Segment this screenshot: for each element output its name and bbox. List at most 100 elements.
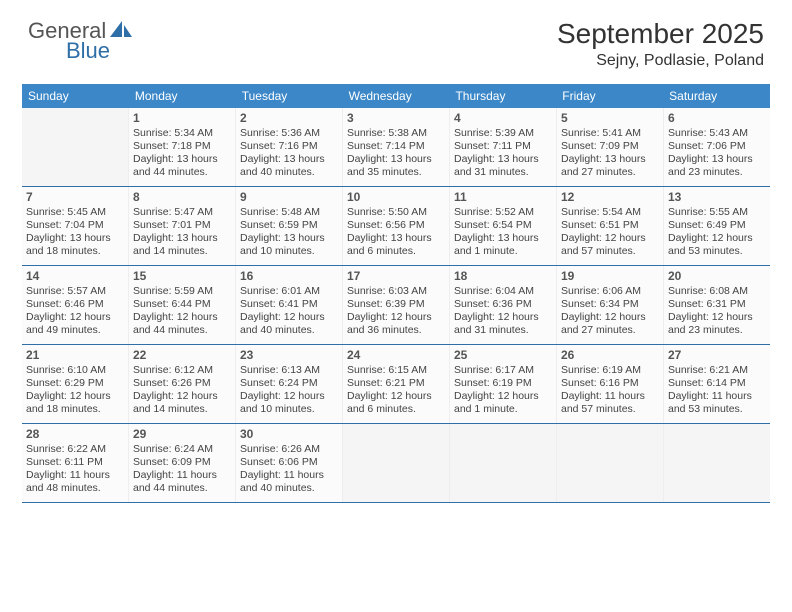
calendar-week-row: 1Sunrise: 5:34 AMSunset: 7:18 PMDaylight… — [22, 108, 770, 187]
daylight-line: Daylight: 12 hours and 36 minutes. — [347, 311, 445, 337]
day-number: 24 — [347, 348, 445, 362]
calendar-day-cell: 10Sunrise: 5:50 AMSunset: 6:56 PMDayligh… — [343, 187, 450, 265]
weekday-header: Friday — [556, 84, 663, 108]
daylight-line: Daylight: 13 hours and 14 minutes. — [133, 232, 231, 258]
sunset-line: Sunset: 6:14 PM — [668, 377, 766, 390]
day-number: 2 — [240, 111, 338, 125]
calendar-day-cell: 21Sunrise: 6:10 AMSunset: 6:29 PMDayligh… — [22, 345, 129, 423]
calendar-day-cell: 5 Sunrise: 5:41 AMSunset: 7:09 PMDaylight… — [557, 108, 664, 186]
sunset-line: Sunset: 6:16 PM — [561, 377, 659, 390]
daylight-line: Daylight: 12 hours and 14 minutes. — [133, 390, 231, 416]
sunrise-line: Sunrise: 5:39 AM — [454, 127, 552, 140]
day-number: 12 — [561, 190, 659, 204]
calendar-day-cell: 13Sunrise: 5:55 AMSunset: 6:49 PMDayligh… — [664, 187, 770, 265]
location-text: Sejny, Podlasie, Poland — [557, 52, 764, 70]
daylight-line: Daylight: 13 hours and 1 minute. — [454, 232, 552, 258]
day-number: 20 — [668, 269, 766, 283]
day-number: 26 — [561, 348, 659, 362]
day-number: 9 — [240, 190, 338, 204]
day-number: 5 — [561, 111, 659, 125]
sunset-line: Sunset: 7:06 PM — [668, 140, 766, 153]
sunrise-line: Sunrise: 6:26 AM — [240, 443, 338, 456]
daylight-line: Daylight: 12 hours and 18 minutes. — [26, 390, 124, 416]
sunset-line: Sunset: 6:51 PM — [561, 219, 659, 232]
daylight-line: Daylight: 13 hours and 27 minutes. — [561, 153, 659, 179]
day-number: 4 — [454, 111, 552, 125]
calendar-day-cell: 9Sunrise: 5:48 AMSunset: 6:59 PMDaylight… — [236, 187, 343, 265]
sunset-line: Sunset: 7:09 PM — [561, 140, 659, 153]
calendar-day-cell: 8Sunrise: 5:47 AMSunset: 7:01 PMDaylight… — [129, 187, 236, 265]
sunset-line: Sunset: 7:18 PM — [133, 140, 231, 153]
calendar-day-cell: 16Sunrise: 6:01 AMSunset: 6:41 PMDayligh… — [236, 266, 343, 344]
sunrise-line: Sunrise: 5:57 AM — [26, 285, 124, 298]
sunrise-line: Sunrise: 6:24 AM — [133, 443, 231, 456]
day-number: 19 — [561, 269, 659, 283]
daylight-line: Daylight: 13 hours and 31 minutes. — [454, 153, 552, 179]
sunrise-line: Sunrise: 5:48 AM — [240, 206, 338, 219]
day-number: 15 — [133, 269, 231, 283]
sunset-line: Sunset: 6:34 PM — [561, 298, 659, 311]
sunset-line: Sunset: 7:01 PM — [133, 219, 231, 232]
sunrise-line: Sunrise: 5:52 AM — [454, 206, 552, 219]
calendar-day-cell: 1Sunrise: 5:34 AMSunset: 7:18 PMDaylight… — [129, 108, 236, 186]
daylight-line: Daylight: 12 hours and 23 minutes. — [668, 311, 766, 337]
calendar-day-cell: 22Sunrise: 6:12 AMSunset: 6:26 PMDayligh… — [129, 345, 236, 423]
calendar-day-cell: 24Sunrise: 6:15 AMSunset: 6:21 PMDayligh… — [343, 345, 450, 423]
daylight-line: Daylight: 13 hours and 6 minutes. — [347, 232, 445, 258]
sunrise-line: Sunrise: 5:59 AM — [133, 285, 231, 298]
calendar-day-cell: 26Sunrise: 6:19 AMSunset: 6:16 PMDayligh… — [557, 345, 664, 423]
daylight-line: Daylight: 11 hours and 53 minutes. — [668, 390, 766, 416]
daylight-line: Daylight: 13 hours and 35 minutes. — [347, 153, 445, 179]
calendar-day-cell: 12Sunrise: 5:54 AMSunset: 6:51 PMDayligh… — [557, 187, 664, 265]
sunrise-line: Sunrise: 6:22 AM — [26, 443, 124, 456]
calendar-empty-cell — [343, 424, 450, 502]
sunset-line: Sunset: 7:11 PM — [454, 140, 552, 153]
calendar-week-row: 21Sunrise: 6:10 AMSunset: 6:29 PMDayligh… — [22, 345, 770, 424]
calendar-day-cell: 19Sunrise: 6:06 AMSunset: 6:34 PMDayligh… — [557, 266, 664, 344]
calendar-day-cell: 11Sunrise: 5:52 AMSunset: 6:54 PMDayligh… — [450, 187, 557, 265]
daylight-line: Daylight: 12 hours and 49 minutes. — [26, 311, 124, 337]
header: General Blue September 2025 Sejny, Podla… — [0, 0, 792, 78]
calendar-day-cell: 25Sunrise: 6:17 AMSunset: 6:19 PMDayligh… — [450, 345, 557, 423]
sunrise-line: Sunrise: 5:43 AM — [668, 127, 766, 140]
calendar-day-cell: 28Sunrise: 6:22 AMSunset: 6:11 PMDayligh… — [22, 424, 129, 502]
sunrise-line: Sunrise: 6:08 AM — [668, 285, 766, 298]
calendar-day-cell: 15Sunrise: 5:59 AMSunset: 6:44 PMDayligh… — [129, 266, 236, 344]
sunset-line: Sunset: 6:09 PM — [133, 456, 231, 469]
sunrise-line: Sunrise: 6:12 AM — [133, 364, 231, 377]
sunrise-line: Sunrise: 6:13 AM — [240, 364, 338, 377]
calendar: Sunday Monday Tuesday Wednesday Thursday… — [22, 84, 770, 503]
sunset-line: Sunset: 6:39 PM — [347, 298, 445, 311]
weekday-header: Sunday — [22, 84, 129, 108]
calendar-day-cell: 3Sunrise: 5:38 AMSunset: 7:14 PMDaylight… — [343, 108, 450, 186]
sunrise-line: Sunrise: 6:10 AM — [26, 364, 124, 377]
sunset-line: Sunset: 6:31 PM — [668, 298, 766, 311]
calendar-day-cell: 18Sunrise: 6:04 AMSunset: 6:36 PMDayligh… — [450, 266, 557, 344]
calendar-day-cell: 4 Sunrise: 5:39 AMSunset: 7:11 PMDaylight… — [450, 108, 557, 186]
sunrise-line: Sunrise: 5:55 AM — [668, 206, 766, 219]
day-number: 8 — [133, 190, 231, 204]
page-title: September 2025 — [557, 18, 764, 50]
calendar-day-cell: 23Sunrise: 6:13 AMSunset: 6:24 PMDayligh… — [236, 345, 343, 423]
sunset-line: Sunset: 6:54 PM — [454, 219, 552, 232]
day-number: 16 — [240, 269, 338, 283]
daylight-line: Daylight: 12 hours and 31 minutes. — [454, 311, 552, 337]
sunrise-line: Sunrise: 5:41 AM — [561, 127, 659, 140]
day-number: 14 — [26, 269, 124, 283]
daylight-line: Daylight: 13 hours and 40 minutes. — [240, 153, 338, 179]
sunset-line: Sunset: 6:26 PM — [133, 377, 231, 390]
daylight-line: Daylight: 12 hours and 1 minute. — [454, 390, 552, 416]
sunrise-line: Sunrise: 6:21 AM — [668, 364, 766, 377]
sunrise-line: Sunrise: 6:04 AM — [454, 285, 552, 298]
sunrise-line: Sunrise: 6:15 AM — [347, 364, 445, 377]
calendar-empty-cell — [557, 424, 664, 502]
sunset-line: Sunset: 6:59 PM — [240, 219, 338, 232]
title-block: September 2025 Sejny, Podlasie, Poland — [557, 18, 764, 70]
calendar-day-cell: 29Sunrise: 6:24 AMSunset: 6:09 PMDayligh… — [129, 424, 236, 502]
calendar-day-cell: 7Sunrise: 5:45 AMSunset: 7:04 PMDaylight… — [22, 187, 129, 265]
sunset-line: Sunset: 6:46 PM — [26, 298, 124, 311]
sunrise-line: Sunrise: 5:36 AM — [240, 127, 338, 140]
daylight-line: Daylight: 12 hours and 44 minutes. — [133, 311, 231, 337]
calendar-week-row: 7Sunrise: 5:45 AMSunset: 7:04 PMDaylight… — [22, 187, 770, 266]
sunset-line: Sunset: 6:11 PM — [26, 456, 124, 469]
